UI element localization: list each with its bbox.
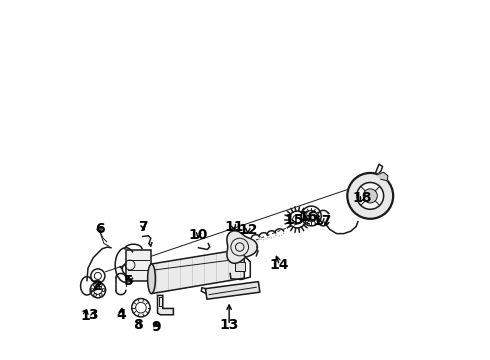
Text: 3: 3 <box>89 308 98 322</box>
Text: 14: 14 <box>270 258 289 273</box>
Polygon shape <box>227 231 257 263</box>
Polygon shape <box>157 295 173 315</box>
Text: 15: 15 <box>285 212 304 226</box>
Circle shape <box>357 183 384 209</box>
Text: 11: 11 <box>224 220 244 234</box>
Text: 4: 4 <box>116 308 126 322</box>
Text: 10: 10 <box>189 228 208 242</box>
Text: 2: 2 <box>93 279 103 293</box>
Text: 16: 16 <box>298 210 318 224</box>
Text: 1: 1 <box>81 309 91 323</box>
Polygon shape <box>151 249 245 294</box>
Text: 8: 8 <box>134 318 144 332</box>
Text: 6: 6 <box>95 222 104 237</box>
Bar <box>126 249 151 280</box>
Text: 9: 9 <box>151 320 161 334</box>
Ellipse shape <box>147 264 155 294</box>
Text: 5: 5 <box>123 274 133 288</box>
Circle shape <box>347 173 393 219</box>
Polygon shape <box>205 282 260 299</box>
Circle shape <box>306 210 317 222</box>
Text: 13: 13 <box>220 318 239 332</box>
Polygon shape <box>377 172 388 181</box>
Text: 7: 7 <box>139 220 148 234</box>
Text: 18: 18 <box>352 192 372 205</box>
Circle shape <box>363 189 377 203</box>
Bar <box>235 262 245 271</box>
Text: 17: 17 <box>312 213 332 228</box>
Text: 12: 12 <box>238 223 258 237</box>
